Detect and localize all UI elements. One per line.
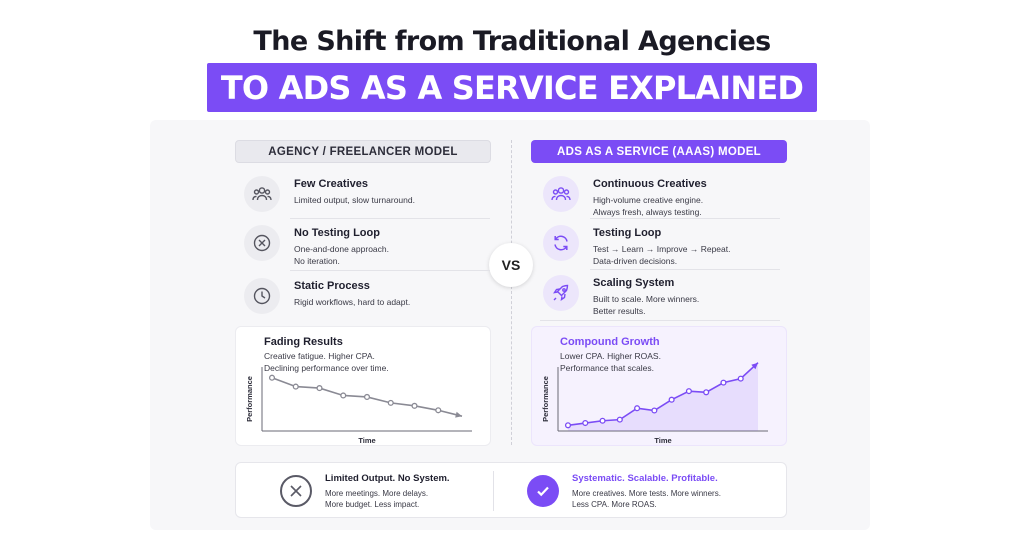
item-title: No Testing Loop [294,227,380,239]
data-point [703,389,710,396]
data-point [668,396,675,403]
right-item-continuous-creatives: Continuous Creatives High-volume creativ… [543,174,783,218]
summary-bar: Limited Output. No System. More meetings… [235,462,787,518]
page-subtitle-banner: TO ADS AS A SERVICE EXPLAINED [207,63,817,112]
chart-desc: Creative fatigue. Higher CPA. Declining p… [264,351,389,373]
fading-results-chart: Time Performance [245,367,472,445]
data-point [363,393,371,401]
trend-arrow [751,362,758,370]
data-point [616,416,623,423]
y-axis-label: Performance [245,376,254,422]
item-title: Scaling System [593,277,675,289]
compound-growth-chart: Time Performance [541,362,768,445]
item-desc: One-and-done approach. No iteration. [294,244,389,266]
item-title: Static Process [294,280,370,292]
separator [290,270,490,271]
trend-arrow [455,411,462,418]
data-point [268,374,276,381]
left-item-few-creatives: Few Creatives Limited output, slow turna… [244,174,490,218]
refresh-icon [543,225,579,261]
check-icon [527,475,559,507]
data-point [387,399,394,406]
right-item-testing-loop: Testing Loop Test → Learn → Improve → Re… [543,223,783,267]
right-item-scaling-system: Scaling System Built to scale. More winn… [543,273,783,317]
summary-left-desc: More meetings. More delays. More budget. … [325,489,429,509]
item-desc: Built to scale. More winners. Better resu… [593,294,700,316]
separator [290,218,490,219]
data-point [737,375,744,382]
summary-right-desc: More creatives. More tests. More winners… [572,489,721,509]
data-point [292,383,299,390]
data-point [720,379,727,386]
data-point [435,407,442,414]
chart-title: Compound Growth [560,336,660,348]
item-title: Testing Loop [593,227,662,239]
data-point [651,407,658,414]
team-icon [543,176,579,212]
item-desc: Rigid workflows, hard to adapt. [294,297,411,307]
x-circle-icon [244,225,280,261]
item-desc: Test → Learn → Improve → Repeat. Data-dri… [593,244,731,266]
x-circle-icon [280,475,312,507]
y-axis-label: Performance [541,376,550,422]
area-fill [568,362,758,431]
vs-badge: VS [489,243,533,287]
fading-results-panel: Fading Results Creative fatigue. Higher … [235,326,491,446]
item-title: Continuous Creatives [593,178,707,190]
data-point [411,402,418,409]
item-desc: Limited output, slow turnaround. [294,195,415,205]
compound-growth-panel: Compound Growth Lower CPA. Higher ROAS. P… [531,326,787,446]
data-point [316,385,323,392]
aaas-model-header: ADS AS A SERVICE (AAAS) MODEL [531,140,787,163]
people-icon [244,176,280,212]
data-point [685,388,692,395]
agency-model-header: AGENCY / FREELANCER MODEL [235,140,491,163]
data-point [340,392,347,399]
separator [590,218,780,219]
left-item-static-process: Static Process Rigid workflows, hard to … [244,276,490,320]
separator [590,269,780,270]
page-title: The Shift from Traditional Agencies [253,26,771,57]
summary-right-title: Systematic. Scalable. Profitable. [572,473,718,484]
clock-icon [244,278,280,314]
x-axis-label: Time [654,436,671,445]
rocket-icon [543,275,579,311]
x-axis-label: Time [358,436,375,445]
summary-left-title: Limited Output. No System. [325,473,450,484]
data-point [564,422,572,429]
data-point [634,405,641,412]
center-divider [511,140,512,445]
chart-title: Fading Results [264,336,343,348]
chart-desc: Lower CPA. Higher ROAS. Performance that … [560,351,661,373]
separator [540,320,780,321]
data-point [582,419,589,427]
data-point [599,417,606,424]
item-desc: High-volume creative engine. Always fresh… [593,195,704,217]
item-title: Few Creatives [294,178,368,190]
summary-divider [493,471,494,511]
left-item-no-testing-loop: No Testing Loop One-and-done approach. No… [244,223,490,267]
